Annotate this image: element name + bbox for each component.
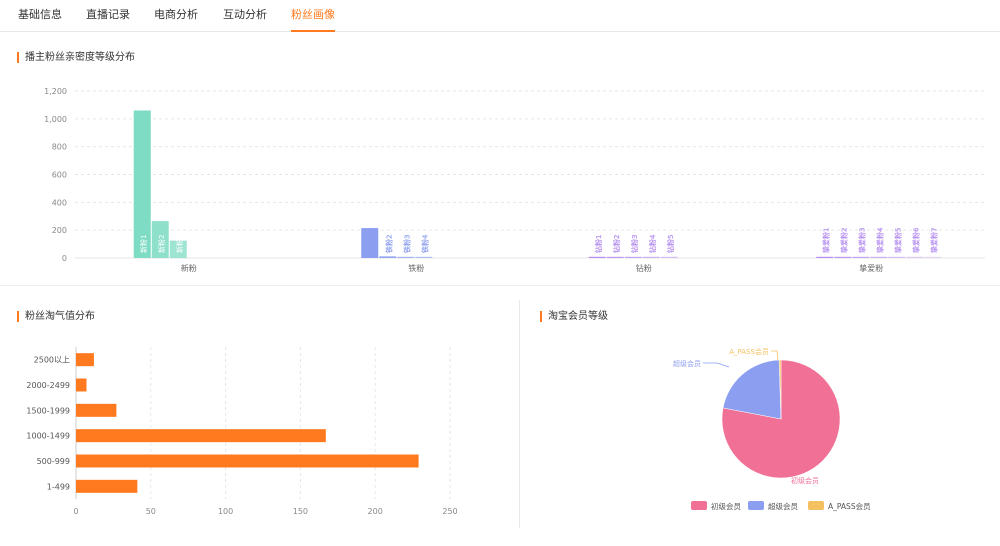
pie-slice-label: 超级会员 <box>673 359 701 368</box>
tab-interaction-analysis[interactable]: 互动分析 <box>223 8 267 21</box>
pie-slice[interactable] <box>778 359 782 420</box>
bar-label: 挚爱粉5 <box>893 228 902 253</box>
bar[interactable] <box>379 256 397 258</box>
y-category-label: 2000-2499 <box>26 381 70 390</box>
bar[interactable] <box>816 256 834 258</box>
bar-label: 钻粉1 <box>594 235 603 253</box>
pie-slice-label: 初级会员 <box>791 476 819 485</box>
y-category-label: 1-499 <box>47 482 70 491</box>
bar[interactable] <box>924 256 942 258</box>
bar-label: 钻粉2 <box>612 235 621 253</box>
bar[interactable] <box>642 256 660 258</box>
bar-label: 挚爱粉3 <box>857 228 866 253</box>
y-tick-label: 200 <box>52 226 67 235</box>
intimacy-bar-chart: 0 200 400 600 800 1,000 1,200 新粉1 新粉2 新粉3 新粉 铁粉1 铁粉2… <box>44 87 985 273</box>
x-tick-label: 250 <box>442 507 457 516</box>
bar-label: 新粉1 <box>139 235 148 253</box>
y-tick-label: 400 <box>52 198 67 207</box>
bar-label: 挚爱粉6 <box>911 227 920 253</box>
pie-slice[interactable] <box>722 359 782 420</box>
legend-swatch[interactable] <box>691 501 707 510</box>
tab-live-records[interactable]: 直播记录 <box>86 8 130 21</box>
bar-label: 铁粉4 <box>420 234 429 253</box>
section-title-member: 淘宝会员等级 <box>540 311 608 322</box>
bar[interactable] <box>169 240 187 258</box>
bar[interactable] <box>415 256 433 258</box>
bar[interactable] <box>76 378 87 392</box>
leader-line <box>703 362 730 368</box>
bar[interactable] <box>888 256 906 258</box>
y-category-label: 1500-1999 <box>26 406 70 415</box>
bar[interactable] <box>133 110 151 258</box>
tab-ecommerce-analysis[interactable]: 电商分析 <box>154 8 198 21</box>
column-divider <box>519 300 520 528</box>
section-title-taoqi: 粉丝淘气值分布 <box>17 311 95 322</box>
y-tick-label: 0 <box>62 254 67 263</box>
bar-label: 钻粉3 <box>630 235 639 253</box>
x-tick-label: 50 <box>146 507 156 516</box>
bar-label: 新粉3 <box>175 235 184 253</box>
bar[interactable] <box>624 256 642 258</box>
y-category-label: 1000-1499 <box>26 432 70 441</box>
tab-bar: 基础信息 直播记录 电商分析 互动分析 粉丝画像 <box>0 0 1000 32</box>
bar[interactable] <box>660 256 678 258</box>
bar[interactable] <box>906 256 924 258</box>
section-title-intimacy: 播主粉丝亲密度等级分布 <box>17 52 135 63</box>
x-tick-label: 0 <box>73 507 78 516</box>
bar[interactable] <box>76 429 326 443</box>
x-tick-label: 150 <box>293 507 308 516</box>
x-category-label: 新粉 <box>181 263 197 273</box>
bar[interactable] <box>834 256 852 258</box>
bar-label: 新粉2 <box>157 235 166 253</box>
x-category-label: 钻粉 <box>636 263 652 273</box>
legend-label[interactable]: 超级会员 <box>768 501 798 511</box>
pie-slice-label: A_PASS会员 <box>729 347 769 356</box>
legend-swatch[interactable] <box>748 501 764 510</box>
legend-label[interactable]: A_PASS会员 <box>828 501 871 511</box>
y-tick-label: 800 <box>52 143 67 152</box>
x-category-label: 铁粉 <box>408 263 424 273</box>
taoqi-horizontal-bar-chart: 0 50 100 150 200 250 2500以上 2000-2499 1500-1999 1… <box>26 347 458 516</box>
bar[interactable] <box>870 256 888 258</box>
bar[interactable] <box>151 221 169 258</box>
bar[interactable] <box>76 353 94 367</box>
bar[interactable] <box>76 403 117 417</box>
leader-line <box>771 350 779 361</box>
x-tick-label: 100 <box>218 507 233 516</box>
tab-fan-profile[interactable]: 粉丝画像 <box>291 0 335 32</box>
bar-label: 钻粉4 <box>648 234 657 253</box>
bar[interactable] <box>76 479 138 493</box>
bar-label: 挚爱粉4 <box>875 227 884 253</box>
legend-swatch[interactable] <box>808 501 824 510</box>
y-tick-label: 1,000 <box>44 115 67 124</box>
x-tick-label: 200 <box>368 507 383 516</box>
bar[interactable] <box>361 228 379 258</box>
x-category-label: 挚爱粉 <box>859 263 883 273</box>
bar-label: 钻粉5 <box>666 235 675 253</box>
bar[interactable] <box>852 256 870 258</box>
bar[interactable] <box>606 256 624 258</box>
tab-basic-info[interactable]: 基础信息 <box>18 8 62 21</box>
pie-slice[interactable] <box>721 359 841 479</box>
bar-label: 挚爱粉1 <box>821 228 830 253</box>
bar[interactable] <box>397 256 415 258</box>
bar-label: 铁粉1 <box>366 235 375 253</box>
bar-label: 挚爱粉2 <box>839 228 848 253</box>
y-tick-label: 1,200 <box>44 87 67 96</box>
y-category-label: 500-999 <box>37 457 70 466</box>
bar-label: 挚爱粉7 <box>929 228 938 253</box>
legend-label[interactable]: 初级会员 <box>711 501 741 511</box>
y-category-label: 2500以上 <box>34 356 70 365</box>
bar-label: 铁粉3 <box>402 235 411 253</box>
bar[interactable] <box>76 454 419 468</box>
section-divider <box>0 285 1000 286</box>
y-tick-label: 600 <box>52 171 67 180</box>
bar-label: 铁粉2 <box>384 235 393 253</box>
bar[interactable] <box>588 256 606 258</box>
